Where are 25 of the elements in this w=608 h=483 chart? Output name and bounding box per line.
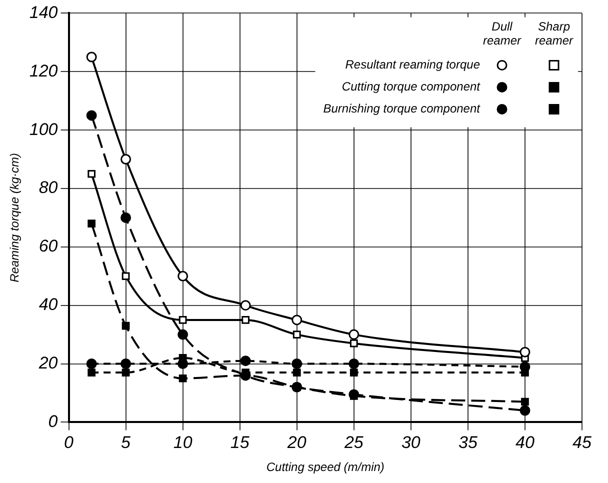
x-tick-label: 40 xyxy=(516,433,535,452)
y-tick-label: 60 xyxy=(38,236,58,256)
x-axis-title: Cutting speed (m/min) xyxy=(266,460,384,474)
x-tick-label: 15 xyxy=(230,433,250,452)
y-tick-label: 20 xyxy=(38,354,58,373)
x-tick-label: 0 xyxy=(64,433,74,452)
legend-label: Cutting torque component xyxy=(342,80,481,94)
annotation: Dull reamer xyxy=(482,20,522,48)
y-tick-label: 120 xyxy=(29,61,58,80)
y-tick-label: 100 xyxy=(29,120,58,139)
x-tick-label: 30 xyxy=(401,433,421,452)
y-tick-label: 140 xyxy=(29,2,58,22)
x-tick-label: 35 xyxy=(458,433,478,452)
x-tick-label: 5 xyxy=(121,433,132,452)
y-axis-title: Reaming torque (kg·cm) xyxy=(8,153,22,282)
x-tick-label: 20 xyxy=(286,433,307,452)
y-tick-label: 40 xyxy=(38,295,58,314)
legend-label: Resultant reaming torque xyxy=(345,58,480,72)
x-tick-label: 45 xyxy=(572,433,592,452)
legend-label: Burnishing torque component xyxy=(323,102,481,116)
x-tick-label: 25 xyxy=(343,433,364,452)
y-tick-label: 80 xyxy=(38,178,58,198)
annotation: Sharp reamer xyxy=(534,20,574,48)
x-tick-label: 10 xyxy=(173,433,193,452)
y-tick-label: 0 xyxy=(48,412,58,431)
